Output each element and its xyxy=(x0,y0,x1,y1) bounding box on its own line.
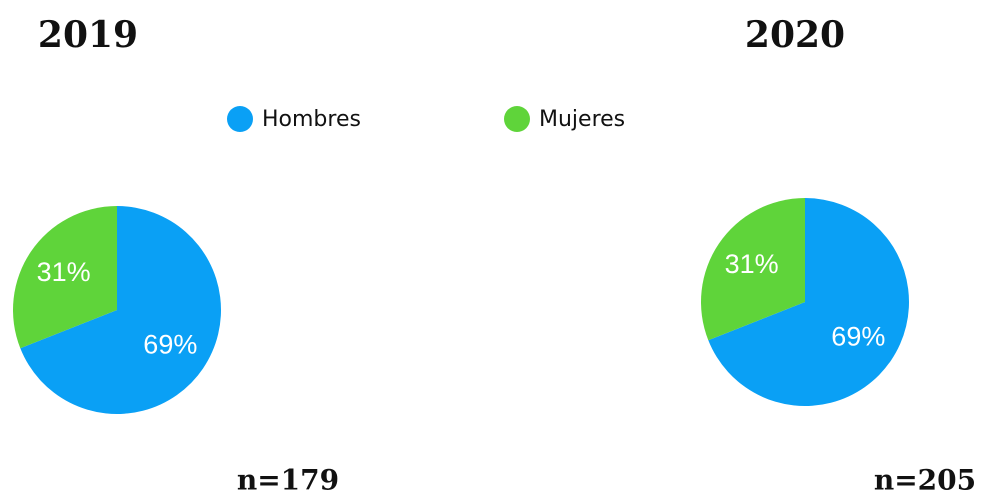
pie-slice xyxy=(708,198,909,407)
pie-slice xyxy=(13,206,118,349)
chart-title: 2020 xyxy=(745,14,845,56)
legend-label: Hombres xyxy=(262,107,361,132)
legend-swatch xyxy=(504,106,530,132)
pie-slice xyxy=(700,198,805,341)
sample-note: n=179 xyxy=(237,464,339,496)
legend-swatch xyxy=(227,106,253,132)
chart-title: 2019 xyxy=(38,14,138,56)
data-label: 31% xyxy=(37,257,91,287)
pie-slice xyxy=(20,206,222,415)
data-label: 69% xyxy=(831,321,885,351)
data-label: 31% xyxy=(725,249,779,279)
data-label: 69% xyxy=(143,329,197,359)
legend-label: Mujeres xyxy=(539,107,625,132)
sample-note: n=205 xyxy=(874,464,976,496)
